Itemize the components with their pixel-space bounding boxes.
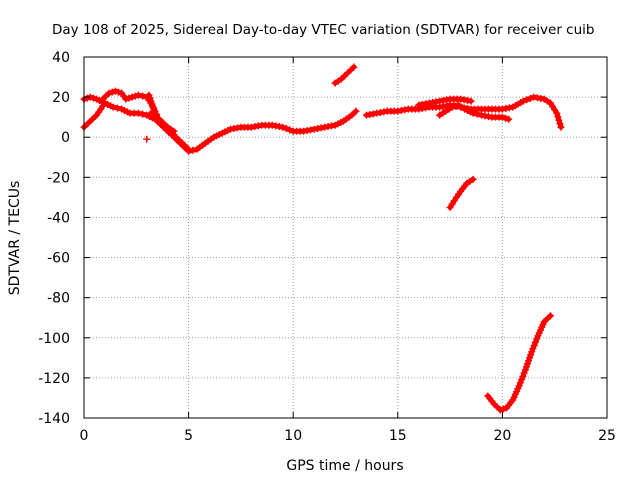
data-point-marker: [531, 338, 539, 346]
data-point-marker: [125, 94, 133, 102]
data-point-marker: [151, 113, 159, 121]
data-point-marker: [185, 145, 193, 153]
data-point-marker: [519, 372, 527, 380]
data-point-marker: [529, 345, 537, 353]
data-series-arc-12: [484, 312, 555, 414]
data-point-marker: [159, 119, 167, 127]
data-point-marker: [533, 335, 541, 343]
data-point-marker: [134, 91, 142, 99]
data-point-marker: [557, 123, 565, 131]
data-series-arc-10: [436, 101, 513, 123]
data-series-arc-6: [143, 135, 151, 143]
data-point-marker: [139, 110, 147, 118]
x-tick-label: 10: [284, 428, 302, 444]
data-point-marker: [520, 369, 528, 377]
x-tick-label: 25: [598, 428, 616, 444]
data-point-marker: [134, 109, 142, 117]
y-tick-label: -40: [47, 210, 70, 226]
data-point-marker: [89, 94, 97, 102]
data-point-marker: [553, 109, 561, 117]
data-point-marker: [352, 107, 360, 115]
data-point-marker: [105, 89, 113, 97]
data-point-marker: [498, 113, 506, 121]
data-point-marker: [555, 116, 563, 124]
data-point-marker: [122, 95, 130, 103]
data-point-marker: [348, 111, 356, 119]
data-point-marker: [467, 97, 475, 105]
data-point-marker: [113, 104, 121, 112]
y-tick-label: -120: [38, 371, 70, 387]
data-point-marker: [515, 382, 523, 390]
data-point-marker: [149, 103, 157, 111]
x-tick-label: 20: [493, 428, 511, 444]
data-point-marker: [530, 341, 538, 349]
data-point-marker: [128, 93, 136, 101]
data-point-marker: [451, 102, 459, 110]
data-series-arc-11: [446, 175, 477, 211]
data-point-marker: [180, 141, 188, 149]
data-point-marker: [518, 375, 526, 383]
data-point-marker: [519, 97, 527, 105]
y-tick-label: 20: [52, 90, 70, 106]
data-point-marker: [547, 312, 555, 320]
data-point-marker: [499, 405, 507, 413]
data-series-arc-7: [331, 63, 358, 87]
data-point-marker: [109, 103, 117, 111]
data-point-marker: [147, 109, 155, 117]
y-tick-label: -100: [38, 331, 70, 347]
data-point-marker: [131, 92, 139, 100]
data-point-marker: [473, 110, 481, 118]
data-point-marker: [469, 109, 477, 117]
data-point-marker: [84, 119, 92, 127]
data-point-marker: [526, 94, 534, 102]
data-point-marker: [523, 96, 531, 104]
data-point-marker: [502, 114, 510, 122]
tick-layer: 0 5 10 15 20 25 40 20 0 -20 -40 -60 -80 -100 -120 -140: [38, 50, 616, 444]
chart-title: Day 108 of 2025, Sidereal Day-to-day VTE…: [52, 22, 594, 38]
x-tick-label: 15: [389, 428, 407, 444]
data-point-marker: [83, 94, 91, 102]
data-point-marker: [155, 115, 163, 123]
data-point-marker: [496, 406, 504, 414]
data-point-marker: [469, 175, 477, 183]
plot-frame: [83, 56, 608, 419]
data-point-marker: [528, 348, 536, 356]
y-tick-label: 40: [52, 50, 70, 66]
data-layer: [80, 63, 565, 414]
data-point-marker: [286, 126, 294, 134]
data-point-marker: [279, 123, 287, 131]
data-point-marker: [139, 92, 147, 100]
x-axis-label: GPS time / hours: [286, 458, 403, 474]
data-point-marker: [111, 87, 119, 95]
data-point-marker: [350, 63, 358, 71]
data-point-marker: [115, 88, 123, 96]
y-axis-label: SDTVAR / TECUs: [7, 181, 23, 296]
data-series-arc-2: [80, 93, 360, 155]
y-tick-label: -20: [47, 170, 70, 186]
data-point-marker: [556, 120, 564, 128]
data-point-marker: [143, 135, 151, 143]
y-tick-label: 0: [61, 130, 70, 146]
data-series-arc-4: [145, 91, 157, 111]
data-point-marker: [282, 125, 290, 133]
y-tick-label: -80: [47, 291, 70, 307]
y-tick-label: -60: [47, 251, 70, 267]
data-point-marker: [151, 107, 159, 115]
data-point-marker: [448, 103, 456, 111]
label-layer: Day 108 of 2025, Sidereal Day-to-day VTE…: [7, 22, 594, 474]
data-point-marker: [516, 379, 524, 387]
data-series-arc-5: [147, 109, 193, 153]
data-point-marker: [108, 88, 116, 96]
data-point-marker: [88, 115, 96, 123]
x-tick-label: 5: [184, 428, 193, 444]
x-tick-label: 0: [80, 428, 89, 444]
data-series-arc-9: [415, 95, 475, 109]
y-tick-label: -140: [38, 411, 70, 427]
data-point-marker: [554, 113, 562, 121]
data-point-marker: [505, 115, 513, 123]
